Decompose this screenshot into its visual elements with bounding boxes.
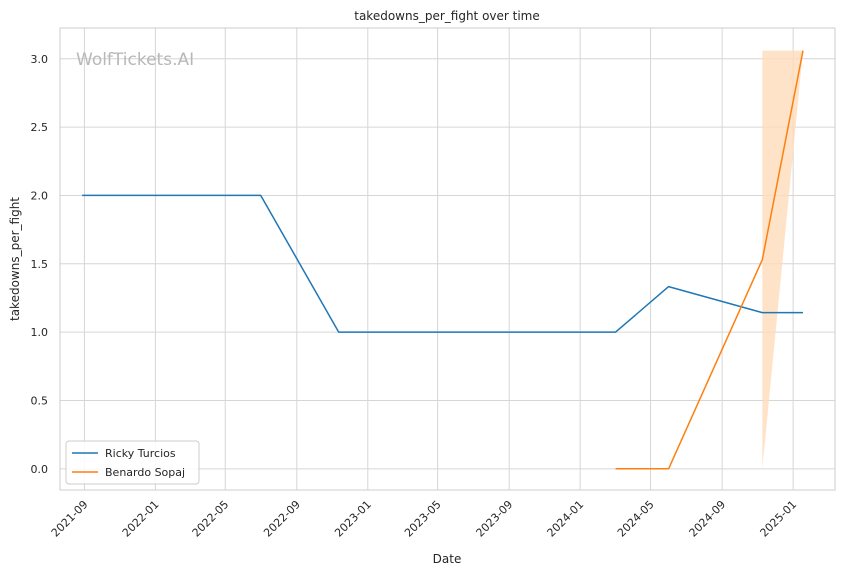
y-tick-label: 0.0 bbox=[31, 463, 49, 476]
legend-label-ricky-turcios: Ricky Turcios bbox=[105, 447, 176, 460]
confidence-band-layer bbox=[762, 50, 803, 469]
y-tick-labels: 0.0 0.5 1.0 1.5 2.0 2.5 3.0 bbox=[31, 53, 49, 476]
y-tick-label: 0.5 bbox=[31, 394, 49, 407]
y-tick-label: 1.0 bbox=[31, 326, 49, 339]
chart-title: takedowns_per_fight over time bbox=[354, 9, 540, 23]
y-tick-label: 2.0 bbox=[31, 189, 49, 202]
y-axis-title: takedowns_per_fight bbox=[8, 197, 22, 321]
series-line-ricky-turcios bbox=[82, 194, 803, 333]
legend-label-benardo-sopaj: Benardo Sopaj bbox=[105, 466, 185, 479]
legend-box bbox=[65, 440, 200, 485]
legend: Ricky Turcios Benardo Sopaj bbox=[65, 440, 200, 485]
watermark-text: WolfTickets.AI bbox=[76, 50, 194, 70]
x-axis-title: Date bbox=[433, 552, 462, 566]
y-tick-label: 2.5 bbox=[31, 121, 49, 134]
series-line-benardo-sopaj bbox=[615, 50, 804, 470]
plot-frame bbox=[59, 27, 836, 491]
confidence-band-benardo-sopaj bbox=[762, 50, 803, 469]
y-tick-label: 3.0 bbox=[31, 53, 49, 66]
y-tick-label: 1.5 bbox=[31, 258, 49, 271]
series-layer bbox=[82, 50, 804, 470]
